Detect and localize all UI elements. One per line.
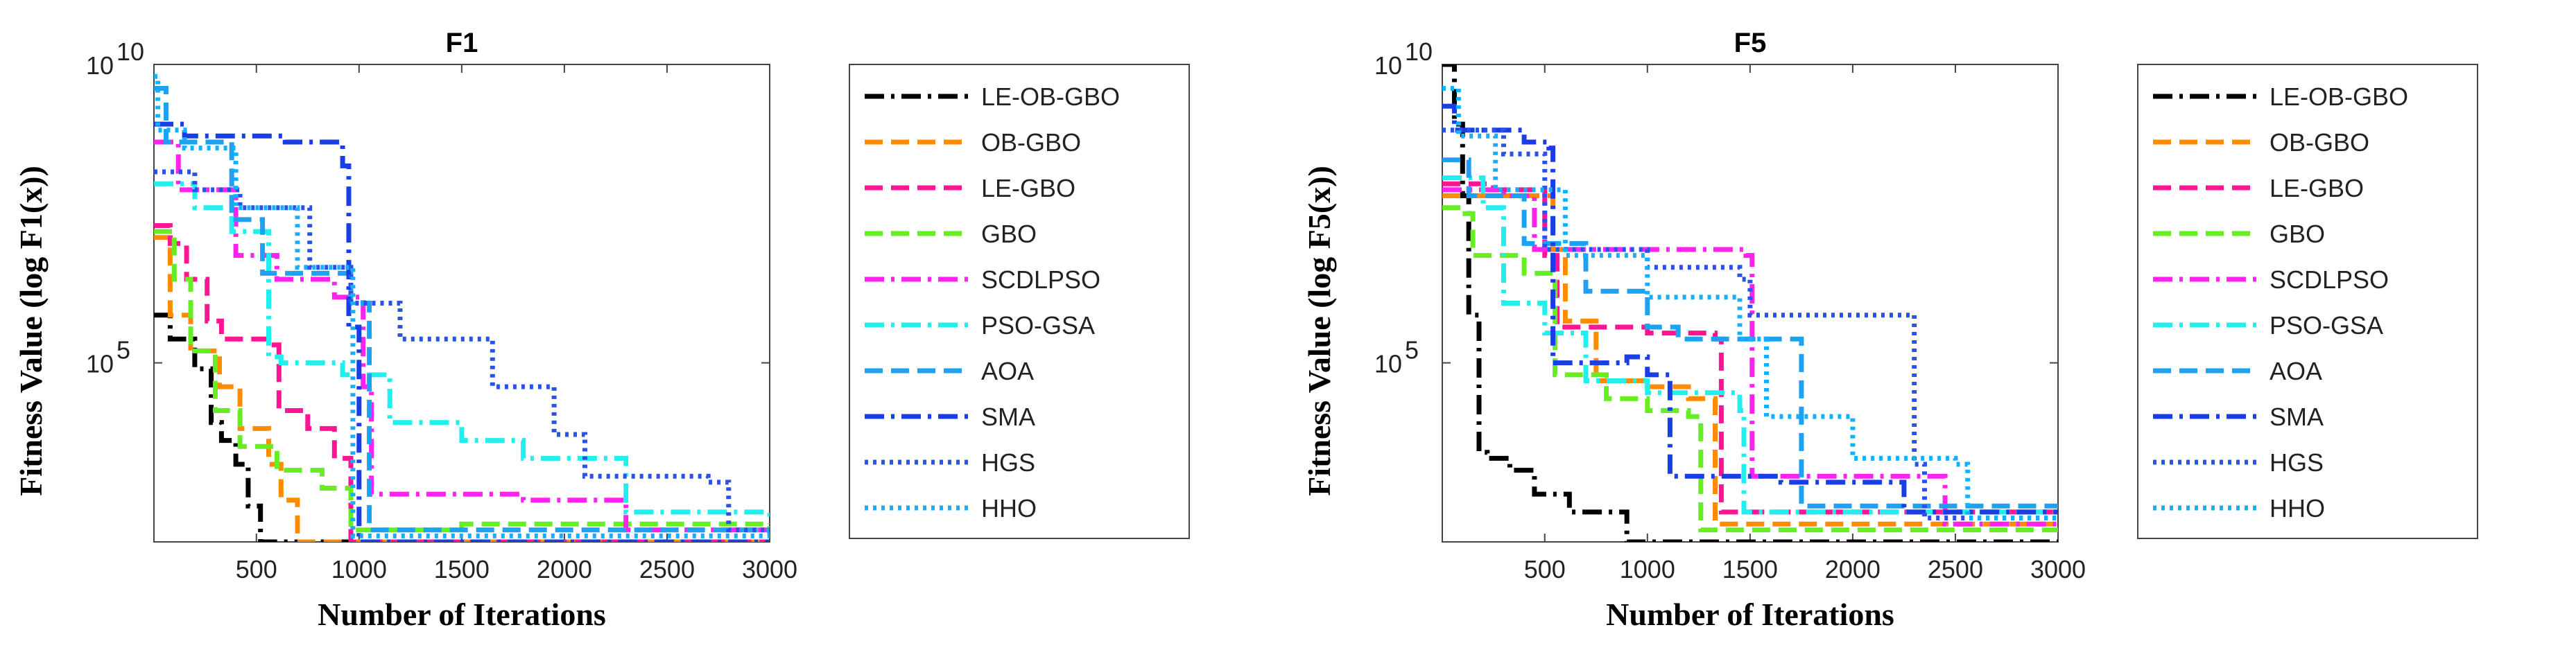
f5-series-pso-gsa [1442,175,2058,515]
f5-legend-label: OB-GBO [2270,128,2369,157]
f1-legend-label: SCDLPSO [981,265,1100,294]
f1-xtick-label: 2000 [537,555,592,583]
f1-ytick-label: 10 [86,350,114,378]
f1-series-sma [154,121,770,542]
f1-legend-label: OB-GBO [981,128,1081,157]
f5-series-aoa [1442,157,2058,509]
f5-xtick-label: 500 [1524,555,1566,583]
f5-legend-label: LE-GBO [2270,174,2364,202]
chart-panel-f5: F5 500 1000 1500 2000 2500 3000 10 10 10 5 Number o… [1288,0,2576,659]
f5-legend-label: PSO-GSA [2270,311,2383,340]
f1-xtick-label: 1000 [331,555,387,583]
f5-legend-label: SMA [2270,403,2324,431]
f1-series-hho [154,73,770,538]
f1-xtick-label: 1500 [434,555,490,583]
f5-xtick-label: 2500 [1928,555,1983,583]
f1-legend-label: PSO-GSA [981,311,1095,340]
f5-xtick-label: 1500 [1722,555,1778,583]
f5-xlabel: Number of Iterations [1606,597,1894,632]
f1-ylabel: Fitness Value (log F1(x)) [13,166,49,496]
f1-title: F1 [446,28,478,58]
f5-ytick-label: 10 [1374,51,1402,80]
f1-ytick-label: 10 [86,51,114,80]
f5-xtick-label: 1000 [1620,555,1675,583]
f1-series-ob-gbo [154,235,770,542]
f5-legend-label: HGS [2270,448,2324,477]
f5-series-scdlpso [1442,187,2058,527]
f5-series-sma [1442,103,2058,515]
f5-legend-label: HHO [2270,494,2325,522]
f1-ytick-exponent: 10 [116,37,144,66]
f1-legend-label: HHO [981,494,1037,522]
f1-legend-label: AOA [981,357,1034,385]
f1-series-aoa [154,86,770,536]
chart-panel-f1: F1 500 1000 1500 2000 2500 3000 10 10 10 5 Number o… [13,28,1190,632]
f5-ytick-exponent: 10 [1405,37,1433,66]
f5-ytick-exponent: 5 [1405,336,1419,364]
f1-series-hgs [154,169,770,533]
f5-series-hho [1442,86,2058,520]
f1-xtick-label: 3000 [742,555,797,583]
f5-legend-label: SCDLPSO [2270,265,2389,294]
f1-legend-label: GBO [981,220,1037,248]
f5-legend-label: LE-OB-GBO [2270,82,2408,111]
f1-ytick-exponent: 5 [116,336,130,364]
f1-series-pso-gsa [154,181,770,525]
f1-series-le-ob-gbo [154,313,770,542]
f5-series-hgs [1442,128,2058,520]
f1-legend-label: LE-GBO [981,174,1075,202]
f5-legend-label: GBO [2270,220,2325,248]
f1-series-scdlpso [154,139,770,533]
f5-ylabel: Fitness Value (log F5(x)) [1302,166,1337,496]
f1-legend-label: SMA [981,403,1035,431]
f1-xtick-label: 2500 [639,555,695,583]
f1-xtick-label: 500 [236,555,277,583]
f5-series-gbo [1442,205,2058,533]
f1-xlabel: Number of Iterations [318,597,606,632]
f5-title: F5 [1734,28,1767,58]
f1-legend-label: LE-OB-GBO [981,82,1120,111]
f5-ytick-label: 10 [1374,350,1402,378]
f1-legend-label: HGS [981,448,1035,477]
f1-series-le-gbo [154,223,770,542]
f5-xtick-label: 2000 [1825,555,1881,583]
f5-legend-label: AOA [2270,357,2322,385]
f5-xtick-label: 3000 [2030,555,2086,583]
